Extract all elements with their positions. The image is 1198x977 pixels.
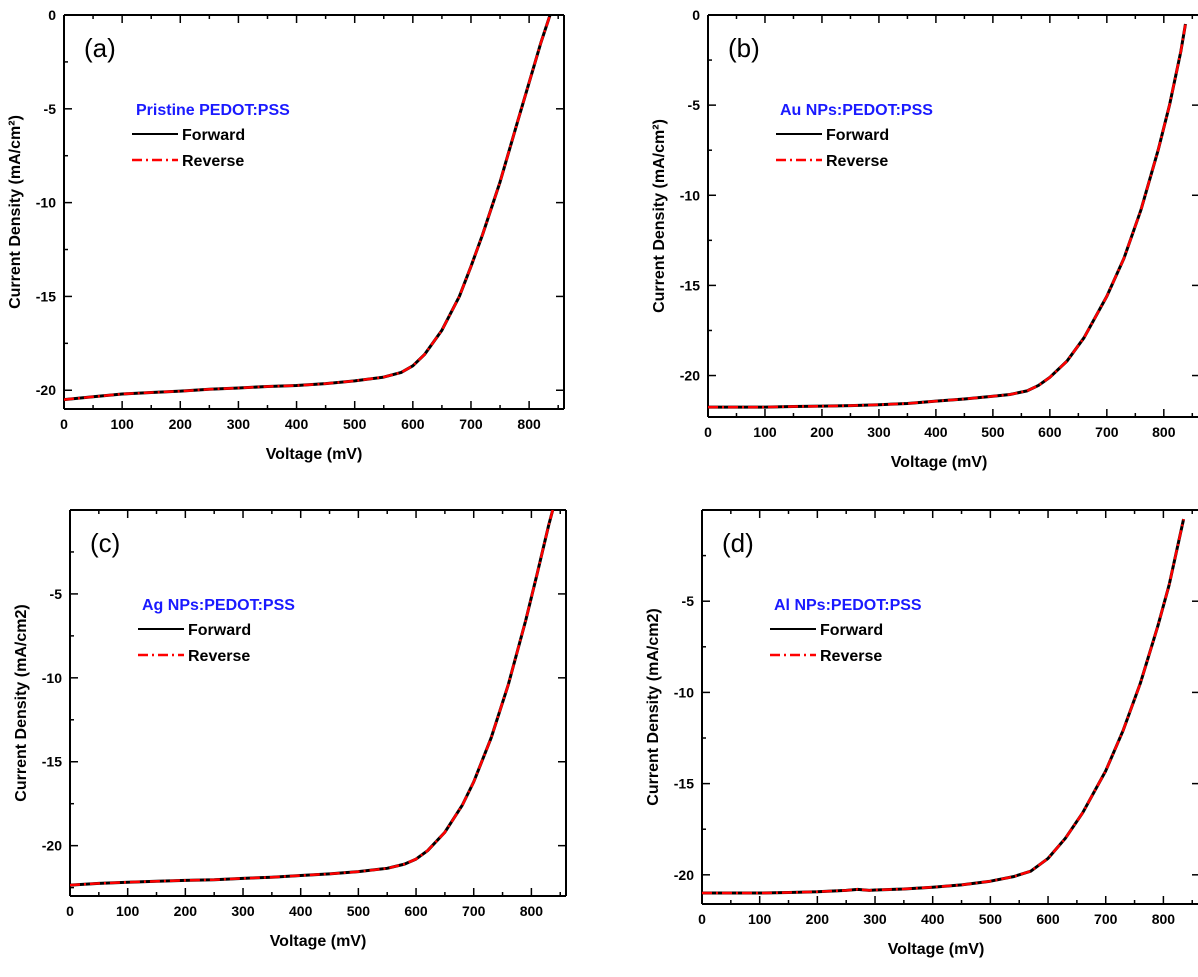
y-tick-label: -10	[42, 670, 62, 686]
series-line-forward	[70, 510, 555, 887]
x-tick-label: 700	[459, 416, 483, 432]
legend-entry-forward: Forward	[826, 127, 889, 144]
series-group	[708, 23, 1187, 409]
panel-a: 0 100 200 300 400 500 600 700 800 -20 -15 -10 -5 0 Vol…	[7, 7, 565, 463]
x-tick-label: 0	[698, 911, 706, 927]
legend-entry-forward: Forward	[820, 622, 883, 639]
legend-entry-reverse: Reverse	[182, 153, 244, 170]
x-axis-title: Voltage (mV)	[891, 454, 988, 471]
x-tick-label: 0	[60, 416, 68, 432]
legend-title: Pristine PEDOT:PSS	[136, 102, 290, 119]
legend-entry-reverse: Reverse	[188, 648, 250, 665]
series-line-reverse	[702, 518, 1185, 895]
series-line-forward	[702, 518, 1186, 895]
x-tick-label: 300	[231, 903, 255, 919]
panel-label: (d)	[722, 528, 754, 558]
x-axis-title: Voltage (mV)	[270, 933, 367, 950]
legend-entry-forward: Forward	[188, 622, 251, 639]
x-tick-label: 700	[462, 903, 486, 919]
legend-title: Al NPs:PEDOT:PSS	[774, 597, 922, 614]
x-tick-label: 400	[285, 416, 309, 432]
y-tick-label: -5	[50, 586, 63, 602]
x-axis-title: Voltage (mV)	[266, 446, 363, 463]
x-tick-label: 300	[863, 911, 887, 927]
y-tick-label: -15	[674, 776, 694, 792]
series-line-forward	[708, 23, 1187, 409]
x-tick-label: 300	[867, 424, 891, 440]
x-tick-label: 500	[981, 424, 1005, 440]
legend-entry-reverse: Reverse	[826, 153, 888, 170]
y-tick-label: 0	[692, 7, 700, 23]
x-tick-label: 700	[1095, 424, 1119, 440]
x-tick-label: 100	[110, 416, 134, 432]
x-tick-label: 100	[753, 424, 777, 440]
y-tick-label: -20	[674, 867, 694, 883]
y-axis-title: Current Density (mA/cm2)	[13, 604, 30, 801]
x-tick-label: 400	[924, 424, 948, 440]
x-tick-label: 600	[404, 903, 428, 919]
panel-label: (a)	[84, 33, 116, 63]
x-tick-label: 500	[347, 903, 371, 919]
y-tick-label: -20	[36, 382, 56, 398]
y-tick-label: -20	[42, 838, 62, 854]
x-tick-label: 200	[810, 424, 834, 440]
series-group	[70, 510, 555, 887]
legend-title: Ag NPs:PEDOT:PSS	[142, 597, 295, 614]
panel-label: (b)	[728, 33, 760, 63]
y-axis-title: Current Density (mA/cm²)	[7, 115, 24, 309]
x-tick-label: 200	[169, 416, 193, 432]
series-group	[64, 15, 552, 402]
panel-label: (c)	[90, 528, 120, 558]
y-tick-label: -15	[42, 754, 62, 770]
legend-entry-reverse: Reverse	[820, 648, 882, 665]
y-tick-label: 0	[48, 7, 56, 23]
y-axis-title: Current Density (mA/cm2)	[645, 608, 662, 805]
y-tick-label: -10	[674, 684, 694, 700]
panel-c: 0 100 200 300 400 500 600 700 800 -20 -15 -10 -5 Volt…	[13, 509, 567, 950]
legend-title: Au NPs:PEDOT:PSS	[780, 102, 933, 119]
x-tick-label: 600	[401, 416, 425, 432]
x-tick-label: 800	[520, 903, 544, 919]
y-axis-title: Current Density (mA/cm²)	[651, 119, 668, 313]
x-tick-label: 200	[806, 911, 830, 927]
y-tick-label: -5	[44, 101, 57, 117]
panel-b: 0 100 200 300 400 500 600 700 800 -20 -15 -10 -5 0 Vol…	[651, 7, 1198, 471]
x-tick-label: 800	[1152, 911, 1176, 927]
x-tick-label: 500	[979, 911, 1003, 927]
x-tick-label: 500	[343, 416, 367, 432]
x-tick-label: 600	[1038, 424, 1062, 440]
y-tick-label: -5	[682, 593, 695, 609]
x-tick-label: 400	[921, 911, 945, 927]
series-line-reverse	[70, 510, 554, 887]
y-tick-label: -20	[680, 368, 700, 384]
series-line-reverse	[708, 23, 1187, 409]
y-tick-label: -15	[36, 288, 56, 304]
y-tick-label: -15	[680, 277, 700, 293]
x-tick-label: 700	[1094, 911, 1118, 927]
y-tick-label: -10	[680, 187, 700, 203]
panel-d: 0 100 200 300 400 500 600 700 800 -20 -15 -10 -5 Volt…	[645, 509, 1198, 958]
x-tick-label: 0	[704, 424, 712, 440]
series-group	[702, 518, 1186, 895]
x-tick-label: 200	[174, 903, 198, 919]
legend-entry-forward: Forward	[182, 127, 245, 144]
x-tick-label: 300	[227, 416, 251, 432]
x-tick-label: 100	[116, 903, 140, 919]
x-tick-label: 0	[66, 903, 74, 919]
y-tick-label: -10	[36, 195, 56, 211]
y-tick-label: -5	[688, 97, 701, 113]
series-line-forward	[64, 15, 552, 402]
x-tick-label: 600	[1036, 911, 1060, 927]
x-tick-label: 100	[748, 911, 772, 927]
x-axis-title: Voltage (mV)	[888, 941, 985, 958]
x-tick-label: 400	[289, 903, 313, 919]
series-line-reverse	[64, 15, 552, 401]
x-tick-label: 800	[1152, 424, 1176, 440]
x-tick-label: 800	[517, 416, 541, 432]
